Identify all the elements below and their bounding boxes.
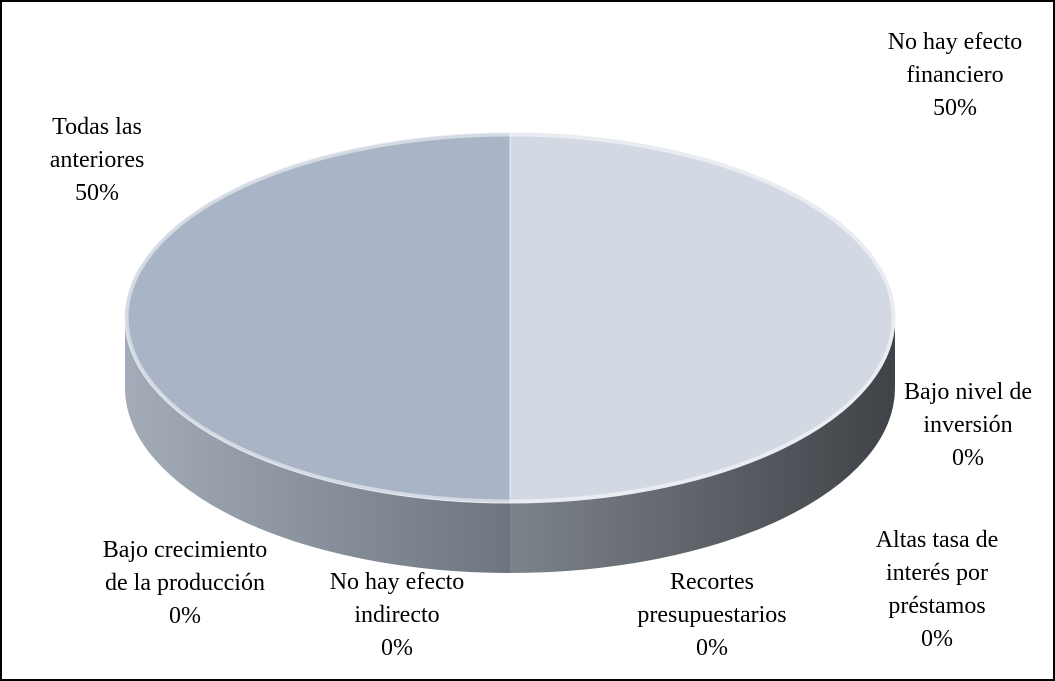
category-name: Bajo crecimiento de la producción bbox=[102, 537, 268, 596]
pie-side bbox=[510, 318, 895, 573]
pie-side bbox=[125, 318, 510, 573]
category-name: No hay efecto financiero bbox=[887, 29, 1023, 88]
slice-label: Altas tasa de interés por préstamos 0% bbox=[852, 524, 1022, 656]
pie-rim bbox=[125, 133, 895, 503]
slice-label: No hay efecto indirecto 0% bbox=[302, 566, 492, 665]
category-name: Altas tasa de interés por préstamos bbox=[875, 527, 999, 619]
category-name: Bajo nivel de inversión bbox=[904, 379, 1032, 438]
slice-label: Bajo crecimiento de la producción 0% bbox=[90, 534, 280, 633]
slice-label: Todas las anteriores 50% bbox=[17, 111, 177, 210]
value-label: 0% bbox=[169, 603, 201, 629]
category-name: Recortes presupuestarios bbox=[637, 569, 787, 628]
pie-slice bbox=[509, 132, 896, 504]
slice-label: No hay efecto financiero 50% bbox=[865, 26, 1045, 125]
value-label: 0% bbox=[921, 626, 953, 652]
value-label: 50% bbox=[933, 95, 977, 121]
value-label: 0% bbox=[381, 635, 413, 661]
category-name: Todas las anteriores bbox=[49, 114, 145, 173]
slice-label: Bajo nivel de inversión 0% bbox=[878, 376, 1055, 475]
slice-label: Recortes presupuestarios 0% bbox=[637, 566, 787, 665]
category-name: No hay efecto indirecto bbox=[329, 569, 465, 628]
value-label: 50% bbox=[75, 180, 119, 206]
value-label: 0% bbox=[952, 445, 984, 471]
value-label: 0% bbox=[696, 635, 728, 661]
pie-slice bbox=[124, 132, 511, 504]
